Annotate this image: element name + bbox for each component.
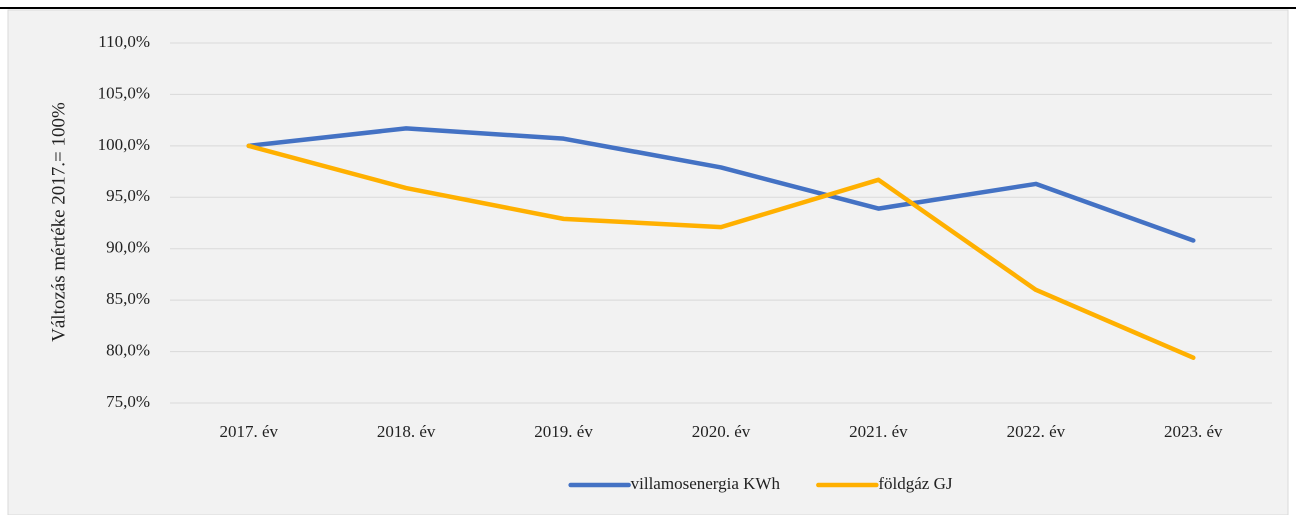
y-tick-label: 95,0% [106,186,150,205]
y-tick-label: 105,0% [98,83,150,102]
x-tick-label: 2017. év [219,422,278,441]
x-tick-label: 2023. év [1164,422,1223,441]
y-axis-title: Változás mértéke 2017.= 100% [48,102,69,342]
x-tick-label: 2018. év [377,422,436,441]
data-line [246,143,1196,360]
x-tick-label: 2021. év [849,422,908,441]
y-tick-label: 80,0% [106,340,150,359]
y-tick-label: 85,0% [106,289,150,308]
y-tick-label: 110,0% [98,32,150,51]
x-tick-label: 2022. év [1007,422,1066,441]
y-tick-label: 100,0% [98,135,150,154]
y-tick-label: 90,0% [106,238,150,257]
data-line [246,126,1196,243]
legend-label: földgáz GJ [878,474,953,493]
x-tick-label: 2020. év [692,422,751,441]
legend-label: villamosenergia KWh [631,474,781,493]
chart-background [7,9,1289,515]
x-tick-label: 2019. év [534,422,593,441]
y-tick-label: 75,0% [106,392,150,411]
